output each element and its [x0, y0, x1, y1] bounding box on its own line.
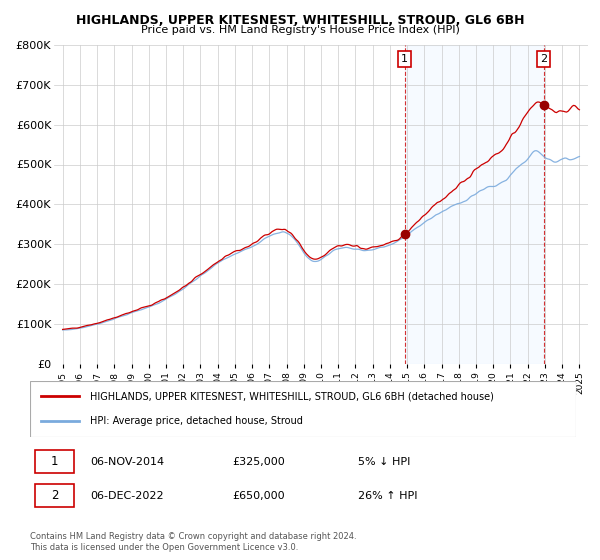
Bar [404, 45, 544, 364]
FancyBboxPatch shape [30, 381, 576, 437]
Text: HPI: Average price, detached house, Stroud: HPI: Average price, detached house, Stro… [90, 416, 303, 426]
Text: 1: 1 [401, 54, 408, 64]
Text: HIGHLANDS, UPPER KITESNEST, WHITESHILL, STROUD, GL6 6BH: HIGHLANDS, UPPER KITESNEST, WHITESHILL, … [76, 14, 524, 27]
Text: 2: 2 [540, 54, 547, 64]
Text: £325,000: £325,000 [232, 456, 285, 466]
Text: 06-NOV-2014: 06-NOV-2014 [90, 456, 164, 466]
Text: Price paid vs. HM Land Registry's House Price Index (HPI): Price paid vs. HM Land Registry's House … [140, 25, 460, 35]
Text: 26% ↑ HPI: 26% ↑ HPI [358, 491, 417, 501]
FancyBboxPatch shape [35, 450, 74, 473]
Text: 2: 2 [51, 489, 58, 502]
Text: Contains HM Land Registry data © Crown copyright and database right 2024.: Contains HM Land Registry data © Crown c… [30, 531, 356, 540]
Text: This data is licensed under the Open Government Licence v3.0.: This data is licensed under the Open Gov… [30, 543, 298, 552]
Text: 5% ↓ HPI: 5% ↓ HPI [358, 456, 410, 466]
Text: 06-DEC-2022: 06-DEC-2022 [90, 491, 164, 501]
Text: 1: 1 [51, 455, 58, 468]
Text: HIGHLANDS, UPPER KITESNEST, WHITESHILL, STROUD, GL6 6BH (detached house): HIGHLANDS, UPPER KITESNEST, WHITESHILL, … [90, 391, 494, 402]
FancyBboxPatch shape [35, 484, 74, 507]
Text: £650,000: £650,000 [232, 491, 284, 501]
